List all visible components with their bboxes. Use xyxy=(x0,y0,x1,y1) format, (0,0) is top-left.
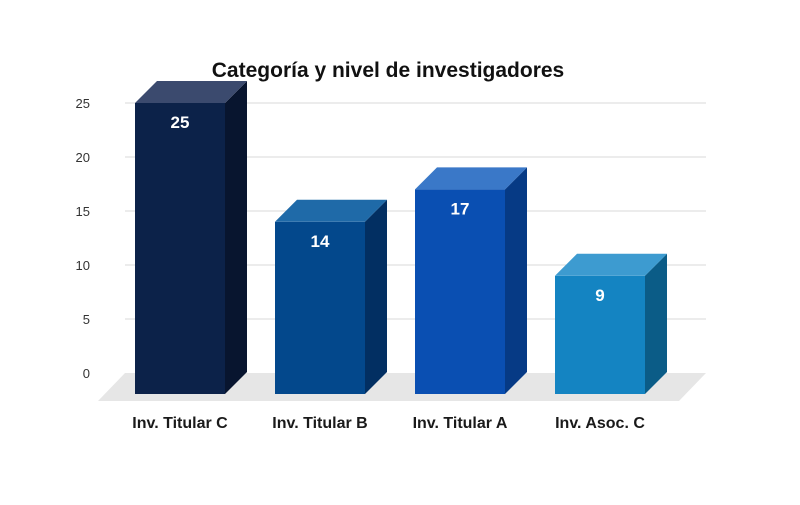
y-tick-label: 0 xyxy=(83,366,90,381)
data-label: 17 xyxy=(451,199,470,218)
y-tick-label: 5 xyxy=(83,312,90,327)
x-category-label: Inv. Titular A xyxy=(413,415,508,432)
data-label: 25 xyxy=(171,113,190,132)
bar-side xyxy=(505,167,527,394)
y-tick-label: 10 xyxy=(76,258,90,273)
y-tick-label: 25 xyxy=(76,96,90,111)
bar-top xyxy=(415,167,527,190)
bar-front xyxy=(135,103,225,394)
y-axis-tick-labels: 0 5 10 15 20 25 xyxy=(76,96,90,381)
data-label: 14 xyxy=(311,232,330,251)
bar-top xyxy=(555,253,667,276)
bar-front xyxy=(275,221,365,394)
bar-side xyxy=(225,81,247,394)
bar-1: 25 xyxy=(135,81,247,394)
bar-4: 9 xyxy=(555,253,667,394)
bar-2: 14 xyxy=(275,199,387,394)
chart-title: Categoría y nivel de investigadores xyxy=(212,59,564,82)
chart-floor xyxy=(98,373,706,401)
y-tick-label: 20 xyxy=(76,150,90,165)
data-label: 9 xyxy=(595,286,604,305)
bar-top xyxy=(135,81,247,103)
bar-front xyxy=(415,189,505,394)
bar-top xyxy=(275,199,387,222)
x-category-label: Inv. Asoc. C xyxy=(555,415,645,432)
x-category-label: Inv. Titular C xyxy=(132,415,228,432)
bar-3: 17 xyxy=(415,167,527,394)
x-category-label: Inv. Titular B xyxy=(272,415,367,432)
x-axis-category-labels: Inv. Titular C Inv. Titular B Inv. Titular… xyxy=(132,415,645,432)
bar-side xyxy=(645,253,667,394)
bars: 25 14 17 9 xyxy=(135,81,667,394)
y-tick-label: 15 xyxy=(76,204,90,219)
bar-front xyxy=(555,275,645,394)
bar-side xyxy=(365,199,387,394)
